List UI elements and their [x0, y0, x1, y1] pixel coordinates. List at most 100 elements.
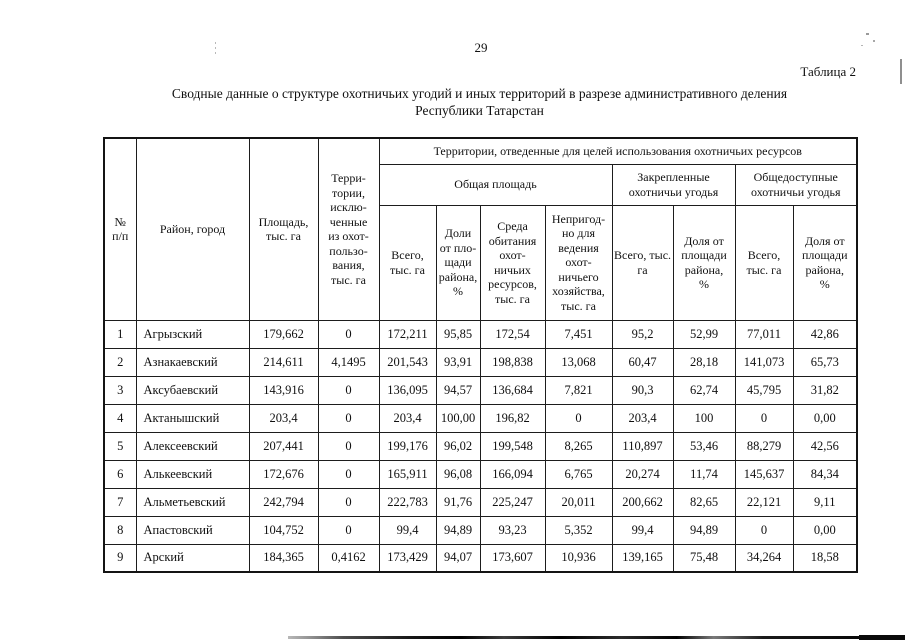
value-cell: 6 — [103, 459, 137, 489]
value-cell: 0,00 — [792, 403, 858, 433]
value-cell: 136,684 — [479, 375, 546, 405]
value-cell: 34,264 — [734, 543, 794, 573]
value-cell: 242,794 — [248, 487, 319, 517]
value-cell: 7,821 — [544, 375, 613, 405]
value-cell: 172,211 — [378, 319, 437, 349]
header-public-total: Всего, тыс. га — [734, 204, 794, 321]
header-public-group: Общедоступные охотничьи угодья — [734, 163, 858, 206]
table-label: Таблица 2 — [800, 64, 856, 79]
summary-table: № п/п Район, город Площадь, тыс. га Терр… — [103, 137, 859, 573]
value-cell: 225,247 — [479, 487, 546, 517]
value-cell: 62,74 — [672, 375, 736, 405]
value-cell: 100 — [672, 403, 736, 433]
table-body: 1 Агрызский 179,662 0 172,211 95,85 172,54 7,45… — [103, 319, 858, 573]
value-cell: 2 — [103, 347, 137, 377]
value-cell: 4 — [103, 403, 137, 433]
header-unsuitable: Непригод- но для ведения охот- ничьего х… — [544, 204, 613, 321]
document-title: Сводные данные о структуре охотничьих уг… — [103, 85, 856, 119]
value-cell: 53,46 — [672, 431, 736, 461]
value-cell: 222,783 — [378, 487, 437, 517]
page-number: 29 — [474, 40, 488, 55]
table-header: № п/п Район, город Площадь, тыс. га Терр… — [103, 137, 858, 321]
document-title-line-2: Республики Татарстан — [415, 103, 544, 118]
district-cell: Алькеевский — [135, 459, 250, 489]
header-total: Всего, тыс. га — [378, 204, 437, 321]
value-cell: 203,4 — [248, 403, 319, 433]
value-cell: 7,451 — [544, 319, 613, 349]
scan-artifact-edge-line — [900, 59, 902, 84]
header-excluded: Терри- тории, исклю- ченные из охот- пол… — [317, 137, 380, 321]
value-cell: 20,274 — [611, 459, 674, 489]
value-cell: 42,56 — [792, 431, 858, 461]
value-cell: 165,911 — [378, 459, 437, 489]
value-cell: 141,073 — [734, 347, 794, 377]
value-cell: 166,094 — [479, 459, 546, 489]
value-cell: 0 — [317, 375, 380, 405]
value-cell: 93,23 — [479, 515, 546, 545]
value-cell: 65,73 — [792, 347, 858, 377]
table-row: 4 Актанышский 203,4 0 203,4 100,00 196,82 0 203,… — [103, 403, 858, 433]
scan-artifact-speck — [861, 45, 863, 46]
table-row: 5 Алексеевский 207,441 0 199,176 96,02 199,548… — [103, 431, 858, 461]
value-cell: 199,548 — [479, 431, 546, 461]
header-district: Район, город — [135, 137, 250, 321]
value-cell: 42,86 — [792, 319, 858, 349]
value-cell: 7 — [103, 487, 137, 517]
value-cell: 95,2 — [611, 319, 674, 349]
header-public-share: Доля от площади района, % — [792, 204, 858, 321]
value-cell: 77,011 — [734, 319, 794, 349]
value-cell: 94,89 — [672, 515, 736, 545]
value-cell: 201,543 — [378, 347, 437, 377]
value-cell: 198,838 — [479, 347, 546, 377]
value-cell: 199,176 — [378, 431, 437, 461]
value-cell: 96,08 — [435, 459, 481, 489]
value-cell: 203,4 — [611, 403, 674, 433]
value-cell: 173,607 — [479, 543, 546, 573]
header-assigned-share: Доля от площади района, % — [672, 204, 736, 321]
value-cell: 88,279 — [734, 431, 794, 461]
value-cell: 52,99 — [672, 319, 736, 349]
value-cell: 207,441 — [248, 431, 319, 461]
document-title-line-1: Сводные данные о структуре охотничьих уг… — [171, 86, 788, 101]
district-cell: Альметьевский — [135, 487, 250, 517]
value-cell: 6,765 — [544, 459, 613, 489]
scan-artifact-speck — [866, 33, 869, 35]
district-cell: Арский — [135, 543, 250, 573]
scan-artifact-speck — [873, 40, 875, 42]
value-cell: 4,1495 — [317, 347, 380, 377]
header-assigned-total: Всего, тыс. га — [611, 204, 674, 321]
value-cell: 0,4162 — [317, 543, 380, 573]
value-cell: 91,76 — [435, 487, 481, 517]
value-cell: 45,795 — [734, 375, 794, 405]
value-cell: 179,662 — [248, 319, 319, 349]
value-cell: 95,85 — [435, 319, 481, 349]
table-row: 7 Альметьевский 242,794 0 222,783 91,76 225,24… — [103, 487, 858, 517]
value-cell: 13,068 — [544, 347, 613, 377]
value-cell: 99,4 — [378, 515, 437, 545]
scan-artifact-bottom-bar — [859, 635, 905, 640]
value-cell: 145,637 — [734, 459, 794, 489]
value-cell: 0 — [734, 515, 794, 545]
value-cell: 110,897 — [611, 431, 674, 461]
value-cell: 0 — [317, 515, 380, 545]
value-cell: 200,662 — [611, 487, 674, 517]
value-cell: 8 — [103, 515, 137, 545]
table-row: 8 Апастовский 104,752 0 99,4 94,89 93,23 5,352 9… — [103, 515, 858, 545]
scan-artifact-dotted-mark — [215, 42, 216, 55]
header-habitat: Среда обитания охот- ничьих ресурсов, ты… — [479, 204, 546, 321]
value-cell: 1 — [103, 319, 137, 349]
district-cell: Агрызский — [135, 319, 250, 349]
value-cell: 94,89 — [435, 515, 481, 545]
value-cell: 94,57 — [435, 375, 481, 405]
value-cell: 143,916 — [248, 375, 319, 405]
district-cell: Актанышский — [135, 403, 250, 433]
value-cell: 0 — [544, 403, 613, 433]
value-cell: 136,095 — [378, 375, 437, 405]
value-cell: 5,352 — [544, 515, 613, 545]
value-cell: 93,91 — [435, 347, 481, 377]
value-cell: 172,54 — [479, 319, 546, 349]
header-area: Площадь, тыс. га — [248, 137, 319, 321]
table-row: 3 Аксубаевский 143,916 0 136,095 94,57 136,684… — [103, 375, 858, 405]
header-allocated-group: Территории, отведенные для целей использ… — [378, 137, 858, 165]
